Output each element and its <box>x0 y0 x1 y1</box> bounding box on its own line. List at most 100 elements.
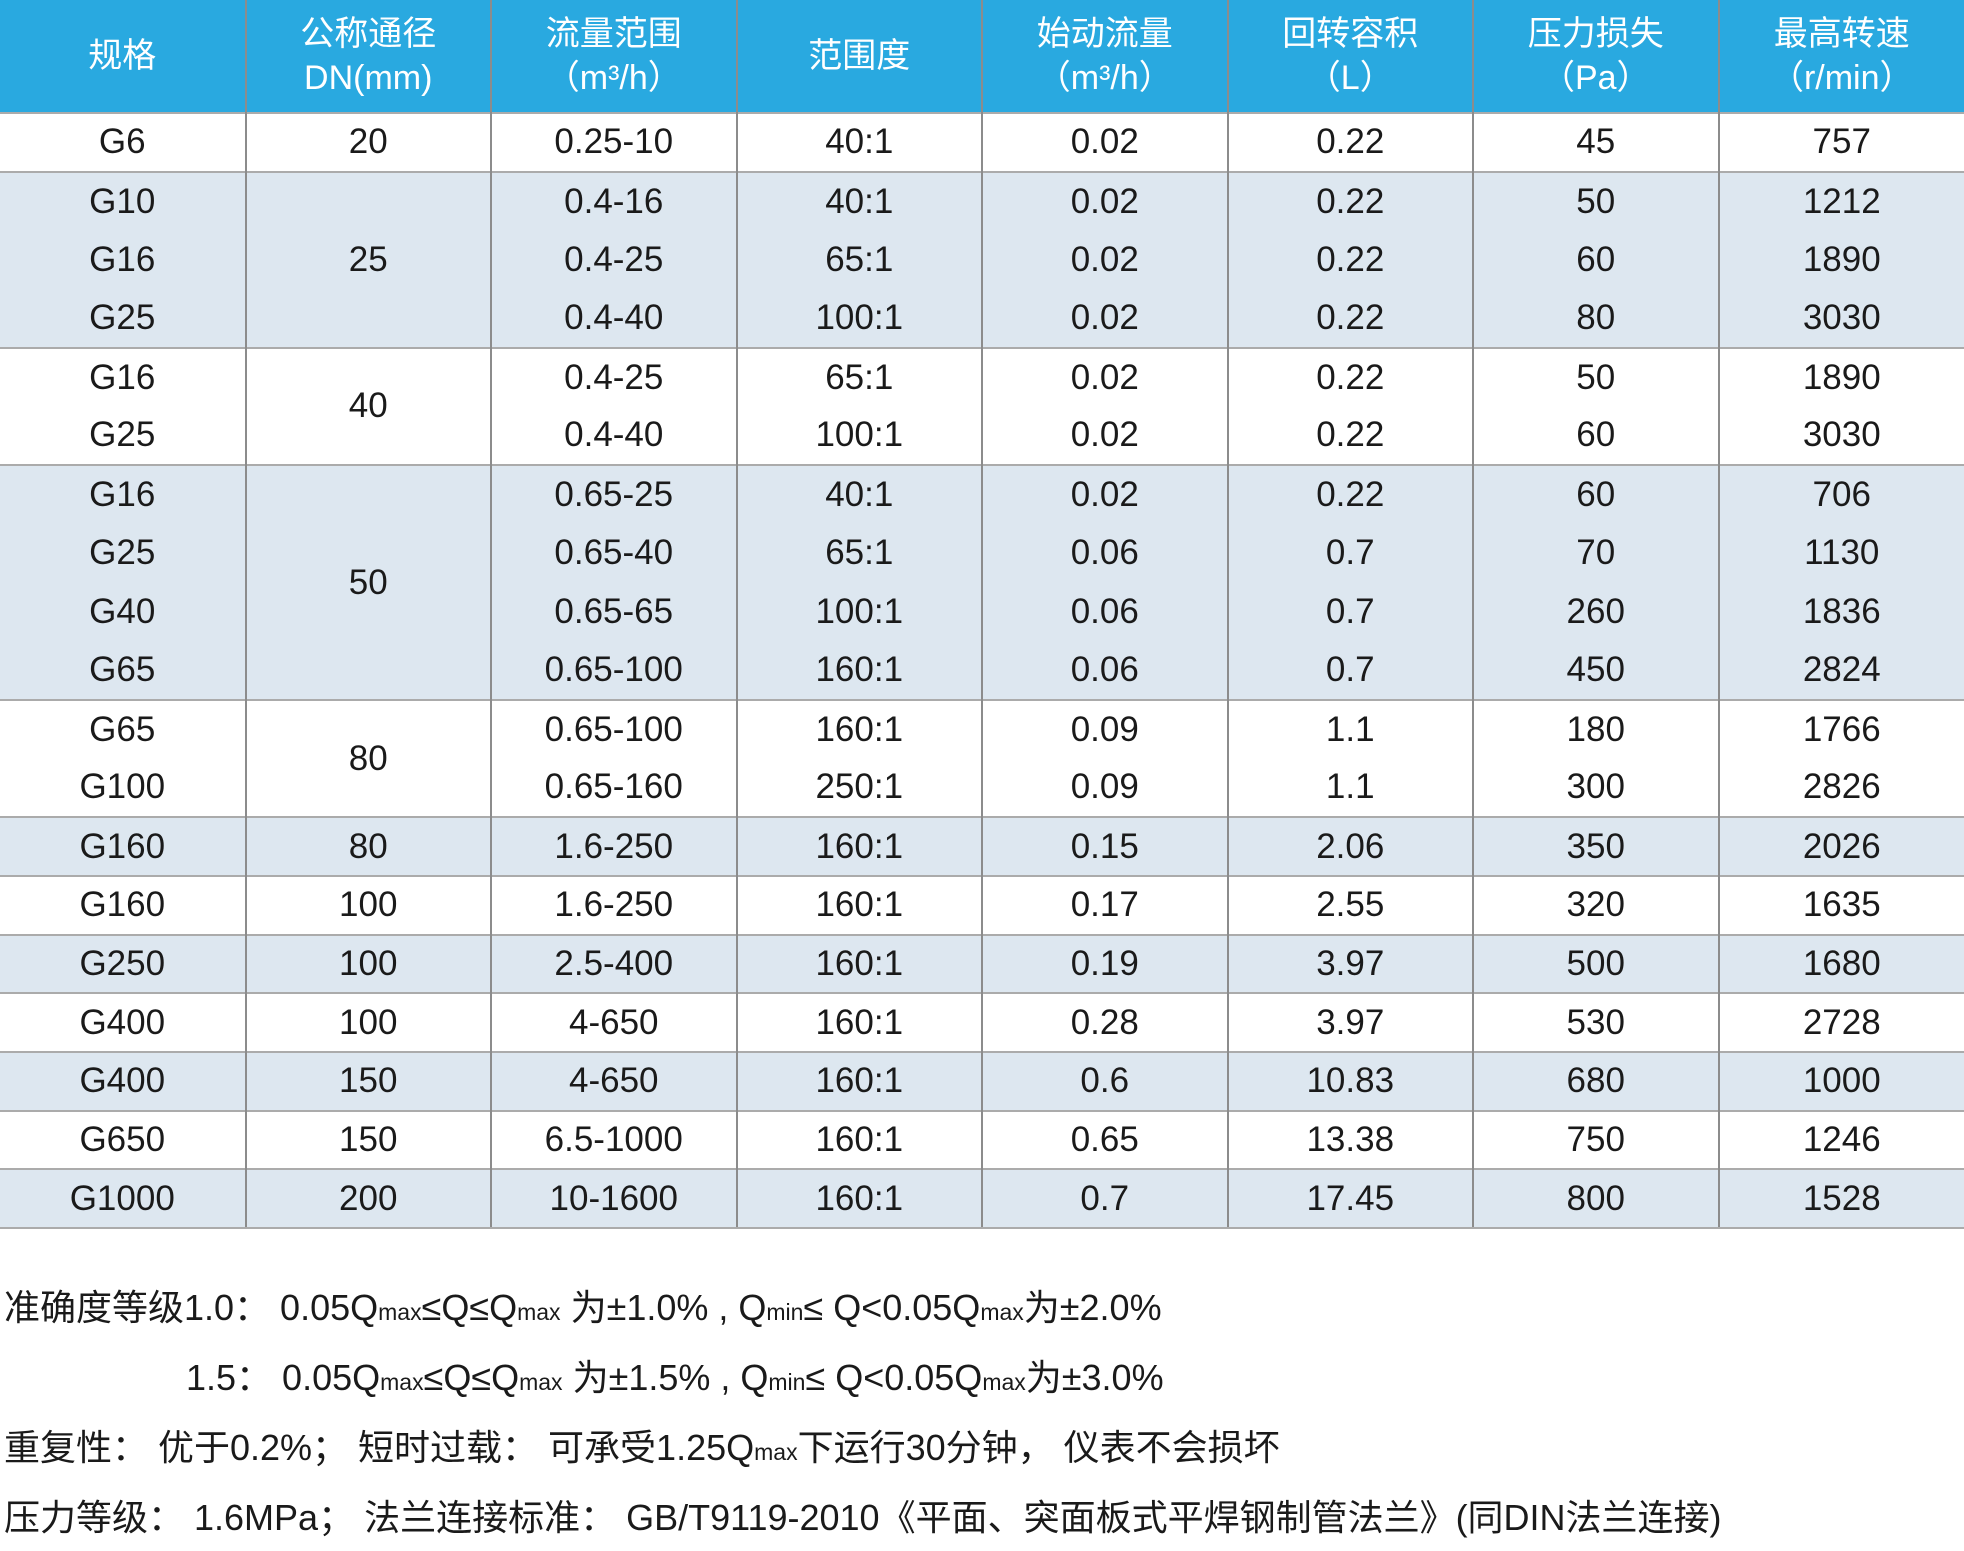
cell-flow: 6.5-1000 <box>491 1111 737 1170</box>
cell-dn: 150 <box>246 1111 492 1170</box>
col-header-loss: 压力损失（Pa） <box>1473 0 1719 113</box>
cell-start: 0.02 <box>982 348 1228 407</box>
cell-loss: 350 <box>1473 817 1719 876</box>
note-line: 重复性： 优于0.2%； 短时过载： 可承受1.25Qmax下运行30分钟， 仪… <box>4 1415 1964 1485</box>
cell-speed: 1836 <box>1719 583 1964 642</box>
cell-range: 160:1 <box>737 1111 983 1170</box>
cell-dn: 80 <box>246 700 492 817</box>
cell-spec: G10 <box>0 172 246 231</box>
cell-volume: 0.22 <box>1228 289 1474 348</box>
cell-spec: G400 <box>0 1052 246 1111</box>
cell-speed: 2026 <box>1719 817 1964 876</box>
cell-range: 160:1 <box>737 935 983 994</box>
col-header-range: 范围度 <box>737 0 983 113</box>
notes-section: 准确度等级1.0： 0.05Qmax≤Q≤Qmax 为±1.0% , Qmin≤… <box>0 1275 1964 1551</box>
cell-flow: 0.4-16 <box>491 172 737 231</box>
cell-flow: 0.4-40 <box>491 406 737 465</box>
cell-flow: 0.4-25 <box>491 348 737 407</box>
cell-flow: 4-650 <box>491 993 737 1052</box>
cell-start: 0.06 <box>982 583 1228 642</box>
cell-volume: 0.22 <box>1228 348 1474 407</box>
cell-loss: 450 <box>1473 641 1719 700</box>
cell-dn: 20 <box>246 113 492 172</box>
cell-start: 0.28 <box>982 993 1228 1052</box>
note-text: ≤ Q<0.05Q <box>803 1287 980 1328</box>
cell-spec: G65 <box>0 700 246 759</box>
note-text: 为±3.0% <box>1026 1357 1164 1398</box>
note-text: 下运行30分钟， 仪表不会损坏 <box>798 1427 1280 1468</box>
cell-speed: 1680 <box>1719 935 1964 994</box>
cell-start: 0.02 <box>982 172 1228 231</box>
note-subscript: max <box>754 1439 797 1465</box>
cell-loss: 60 <box>1473 406 1719 465</box>
cell-volume: 3.97 <box>1228 935 1474 994</box>
col-header-spec: 规格 <box>0 0 246 113</box>
note-subscript: max <box>380 1369 423 1395</box>
cell-spec: G100 <box>0 759 246 818</box>
cell-loss: 300 <box>1473 759 1719 818</box>
cell-speed: 1130 <box>1719 524 1964 583</box>
cell-flow: 0.65-25 <box>491 465 737 524</box>
note-text: 为±1.0% , Q <box>561 1287 767 1328</box>
col-header-speed: 最高转速（r/min） <box>1719 0 1964 113</box>
col-header-flow: 流量范围（m³/h） <box>491 0 737 113</box>
cell-flow: 0.65-100 <box>491 641 737 700</box>
cell-speed: 1212 <box>1719 172 1964 231</box>
cell-volume: 1.1 <box>1228 759 1474 818</box>
cell-start: 0.02 <box>982 230 1228 289</box>
cell-loss: 60 <box>1473 230 1719 289</box>
cell-dn: 100 <box>246 993 492 1052</box>
note-text: ≤Q≤Q <box>424 1357 520 1398</box>
cell-speed: 2824 <box>1719 641 1964 700</box>
cell-loss: 800 <box>1473 1169 1719 1228</box>
cell-start: 0.15 <box>982 817 1228 876</box>
cell-flow: 0.65-40 <box>491 524 737 583</box>
cell-dn: 80 <box>246 817 492 876</box>
cell-volume: 17.45 <box>1228 1169 1474 1228</box>
cell-spec: G160 <box>0 817 246 876</box>
cell-loss: 45 <box>1473 113 1719 172</box>
cell-spec: G25 <box>0 524 246 583</box>
cell-start: 0.02 <box>982 113 1228 172</box>
cell-speed: 1766 <box>1719 700 1964 759</box>
cell-range: 65:1 <box>737 230 983 289</box>
cell-loss: 320 <box>1473 876 1719 935</box>
cell-spec: G6 <box>0 113 246 172</box>
cell-start: 0.09 <box>982 759 1228 818</box>
cell-speed: 1528 <box>1719 1169 1964 1228</box>
cell-loss: 60 <box>1473 465 1719 524</box>
cell-dn: 200 <box>246 1169 492 1228</box>
cell-range: 160:1 <box>737 817 983 876</box>
note-subscript: max <box>980 1299 1023 1325</box>
cell-volume: 1.1 <box>1228 700 1474 759</box>
cell-range: 40:1 <box>737 465 983 524</box>
cell-spec: G16 <box>0 465 246 524</box>
cell-start: 0.6 <box>982 1052 1228 1111</box>
cell-speed: 1890 <box>1719 348 1964 407</box>
cell-range: 160:1 <box>737 876 983 935</box>
cell-speed: 1246 <box>1719 1111 1964 1170</box>
cell-volume: 2.55 <box>1228 876 1474 935</box>
cell-spec: G250 <box>0 935 246 994</box>
cell-range: 40:1 <box>737 172 983 231</box>
cell-volume: 0.22 <box>1228 230 1474 289</box>
cell-start: 0.7 <box>982 1169 1228 1228</box>
cell-spec: G160 <box>0 876 246 935</box>
cell-spec: G16 <box>0 230 246 289</box>
cell-spec: G400 <box>0 993 246 1052</box>
cell-start: 0.02 <box>982 406 1228 465</box>
cell-spec: G25 <box>0 406 246 465</box>
cell-loss: 70 <box>1473 524 1719 583</box>
cell-spec: G40 <box>0 583 246 642</box>
col-header-volume: 回转容积（L） <box>1228 0 1474 113</box>
cell-spec: G1000 <box>0 1169 246 1228</box>
